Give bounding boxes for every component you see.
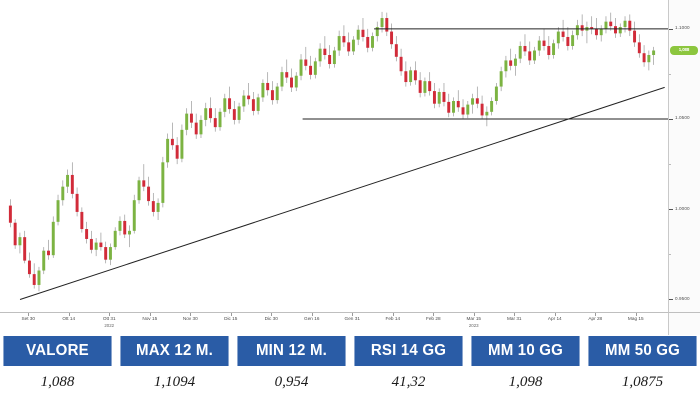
stats-value-rsi-14gg: 41,32 <box>351 365 466 400</box>
price-tick-minor <box>669 254 671 256</box>
year-marker-label: 2023 <box>468 323 479 328</box>
stats-value-mm-10gg: 1,098 <box>468 365 583 400</box>
price-tick <box>669 209 673 211</box>
time-tick <box>149 313 151 316</box>
price-chart: 1.1000 1.0500 1.0000 0.9500 1,088 Set 30 Ott … <box>0 0 700 335</box>
stats-value-valore: 1,088 <box>0 365 115 400</box>
time-tick <box>473 313 475 316</box>
time-axis-label: Nov 30 <box>182 316 198 321</box>
time-tick <box>271 313 273 316</box>
stats-header-valore: VALORE <box>3 336 112 366</box>
stats-column: MM 50 GG 1,0875 <box>585 336 700 400</box>
stats-table: VALORE 1,088 MAX 12 M. 1,1094 MIN 12 M. … <box>0 336 700 400</box>
time-axis-label: Apr 14 <box>547 316 562 321</box>
time-axis-label: Nov 15 <box>142 316 158 321</box>
price-axis-label: 0.9500 <box>675 295 690 301</box>
time-tick <box>28 313 30 316</box>
candlestick-plot-area[interactable] <box>0 0 668 312</box>
time-axis-label: Ott 14 <box>62 316 76 321</box>
time-tick <box>392 313 394 316</box>
time-tick <box>635 313 637 316</box>
stats-column: RSI 14 GG 41,32 <box>351 336 466 400</box>
stats-value-min-12m: 0,954 <box>234 365 349 400</box>
time-axis[interactable]: Set 30 Ott 14 Ott 31 2022 Nov 15 Nov 30 Dic 15… <box>0 312 668 335</box>
time-axis-label: Set 30 <box>21 316 36 321</box>
year-marker-label: 2022 <box>104 323 115 328</box>
time-axis-label: Feb 28 <box>425 316 441 321</box>
stats-header-mm-10gg: MM 10 GG <box>471 336 580 366</box>
candlestick-svg <box>8 11 668 300</box>
price-tick <box>669 119 673 121</box>
time-tick <box>595 313 597 316</box>
axis-corner <box>668 312 700 335</box>
price-axis-label: 1.0000 <box>675 205 690 211</box>
time-axis-label: Gen 16 <box>304 316 320 321</box>
price-axis-label: 1.1000 <box>675 25 690 31</box>
stats-value-mm-50gg: 1,0875 <box>585 365 700 400</box>
time-axis-label: Feb 14 <box>385 316 401 321</box>
time-tick <box>230 313 232 316</box>
stats-column: MIN 12 M. 0,954 <box>234 336 349 400</box>
price-scale-axis[interactable]: 1.1000 1.0500 1.0000 0.9500 1,088 <box>668 0 700 312</box>
time-tick <box>190 313 192 316</box>
price-tick <box>669 28 673 30</box>
stats-header-max-12m: MAX 12 M. <box>120 336 229 366</box>
stats-header-rsi-14gg: RSI 14 GG <box>354 336 463 366</box>
time-tick <box>514 313 516 316</box>
stats-header-min-12m: MIN 12 M. <box>237 336 346 366</box>
time-tick <box>352 313 354 316</box>
time-tick <box>554 313 556 316</box>
price-axis-label: 1.0500 <box>675 115 690 121</box>
time-tick <box>109 313 111 316</box>
time-axis-label: Mar 15 <box>466 316 482 321</box>
time-axis-label: Mar 31 <box>506 316 522 321</box>
stats-column: VALORE 1,088 <box>0 336 115 400</box>
time-axis-label: Apr 28 <box>588 316 603 321</box>
time-axis-label: Dic 15 <box>224 316 238 321</box>
stats-column: MM 10 GG 1,098 <box>468 336 583 400</box>
stats-header-mm-50gg: MM 50 GG <box>588 336 697 366</box>
time-axis-label: Mag 15 <box>627 316 644 321</box>
price-tick <box>669 299 673 301</box>
time-tick <box>433 313 435 316</box>
stats-column: MAX 12 M. 1,1094 <box>117 336 232 400</box>
time-axis-label: Ott 31 <box>102 316 116 321</box>
time-tick <box>311 313 313 316</box>
stats-value-max-12m: 1,1094 <box>117 365 232 400</box>
price-tick-minor <box>669 164 671 166</box>
current-price-badge: 1,088 <box>670 45 698 55</box>
price-tick-minor <box>669 73 671 75</box>
time-tick <box>68 313 70 316</box>
time-axis-label: Gen 31 <box>344 316 360 321</box>
time-axis-label: Dic 30 <box>264 316 278 321</box>
